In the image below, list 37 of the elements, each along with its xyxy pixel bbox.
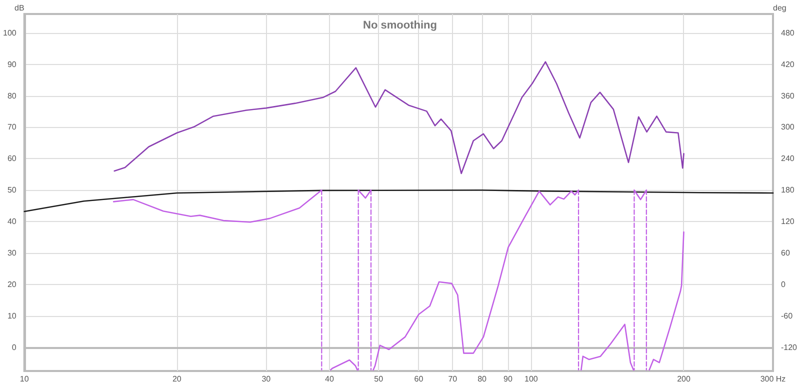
y2-tick-label: 0 (780, 280, 786, 289)
y-tick-label: 30 (7, 248, 17, 258)
y2-tick-label: 180 (780, 186, 795, 195)
y-tick-label: 50 (7, 186, 17, 195)
y2-tick-label: 420 (780, 60, 795, 69)
y-tick-label: 20 (7, 280, 17, 289)
x-tick-label: 200 (677, 374, 691, 384)
y-tick-label: 70 (7, 122, 17, 132)
y2-tick-label: 360 (780, 91, 795, 100)
y2-tick-label: -120 (780, 342, 798, 352)
x-tick-label: 20 (172, 374, 182, 384)
y2-tick-label: 300 (780, 122, 795, 132)
x-tick-label: 50 (374, 374, 384, 384)
y-tick-label: 90 (7, 60, 17, 69)
x-tick-label: 60 (414, 374, 424, 384)
y-tick-label: 100 (2, 28, 17, 38)
x-tick-label: 300 Hz (760, 374, 786, 384)
y-tick-label: 10 (7, 311, 17, 320)
x-tick-label: 70 (448, 374, 458, 384)
y-tick-label: 0 (12, 342, 17, 352)
y-tick-label: 80 (7, 91, 17, 100)
x-tick-label: 80 (478, 374, 488, 384)
y2-tick-label: 480 (780, 28, 795, 38)
y-tick-label: 40 (7, 217, 17, 226)
x-tick-label: 10 (20, 374, 30, 384)
x-tick-label: 100 (524, 374, 538, 384)
x-tick-label: 30 (262, 374, 272, 384)
y2-axis-title: deg (772, 4, 786, 12)
x-tick-label: 90 (504, 374, 513, 384)
y-axis-title: dB (14, 4, 24, 12)
x-tick-label: 40 (325, 374, 334, 384)
y-tick-label: 60 (7, 154, 17, 164)
y2-tick-label: -60 (780, 311, 794, 320)
y2-tick-label: 240 (780, 154, 795, 164)
y2-tick-label: 120 (780, 217, 795, 226)
text: No smoothing (363, 20, 437, 32)
y2-tick-label: 60 (780, 248, 790, 258)
